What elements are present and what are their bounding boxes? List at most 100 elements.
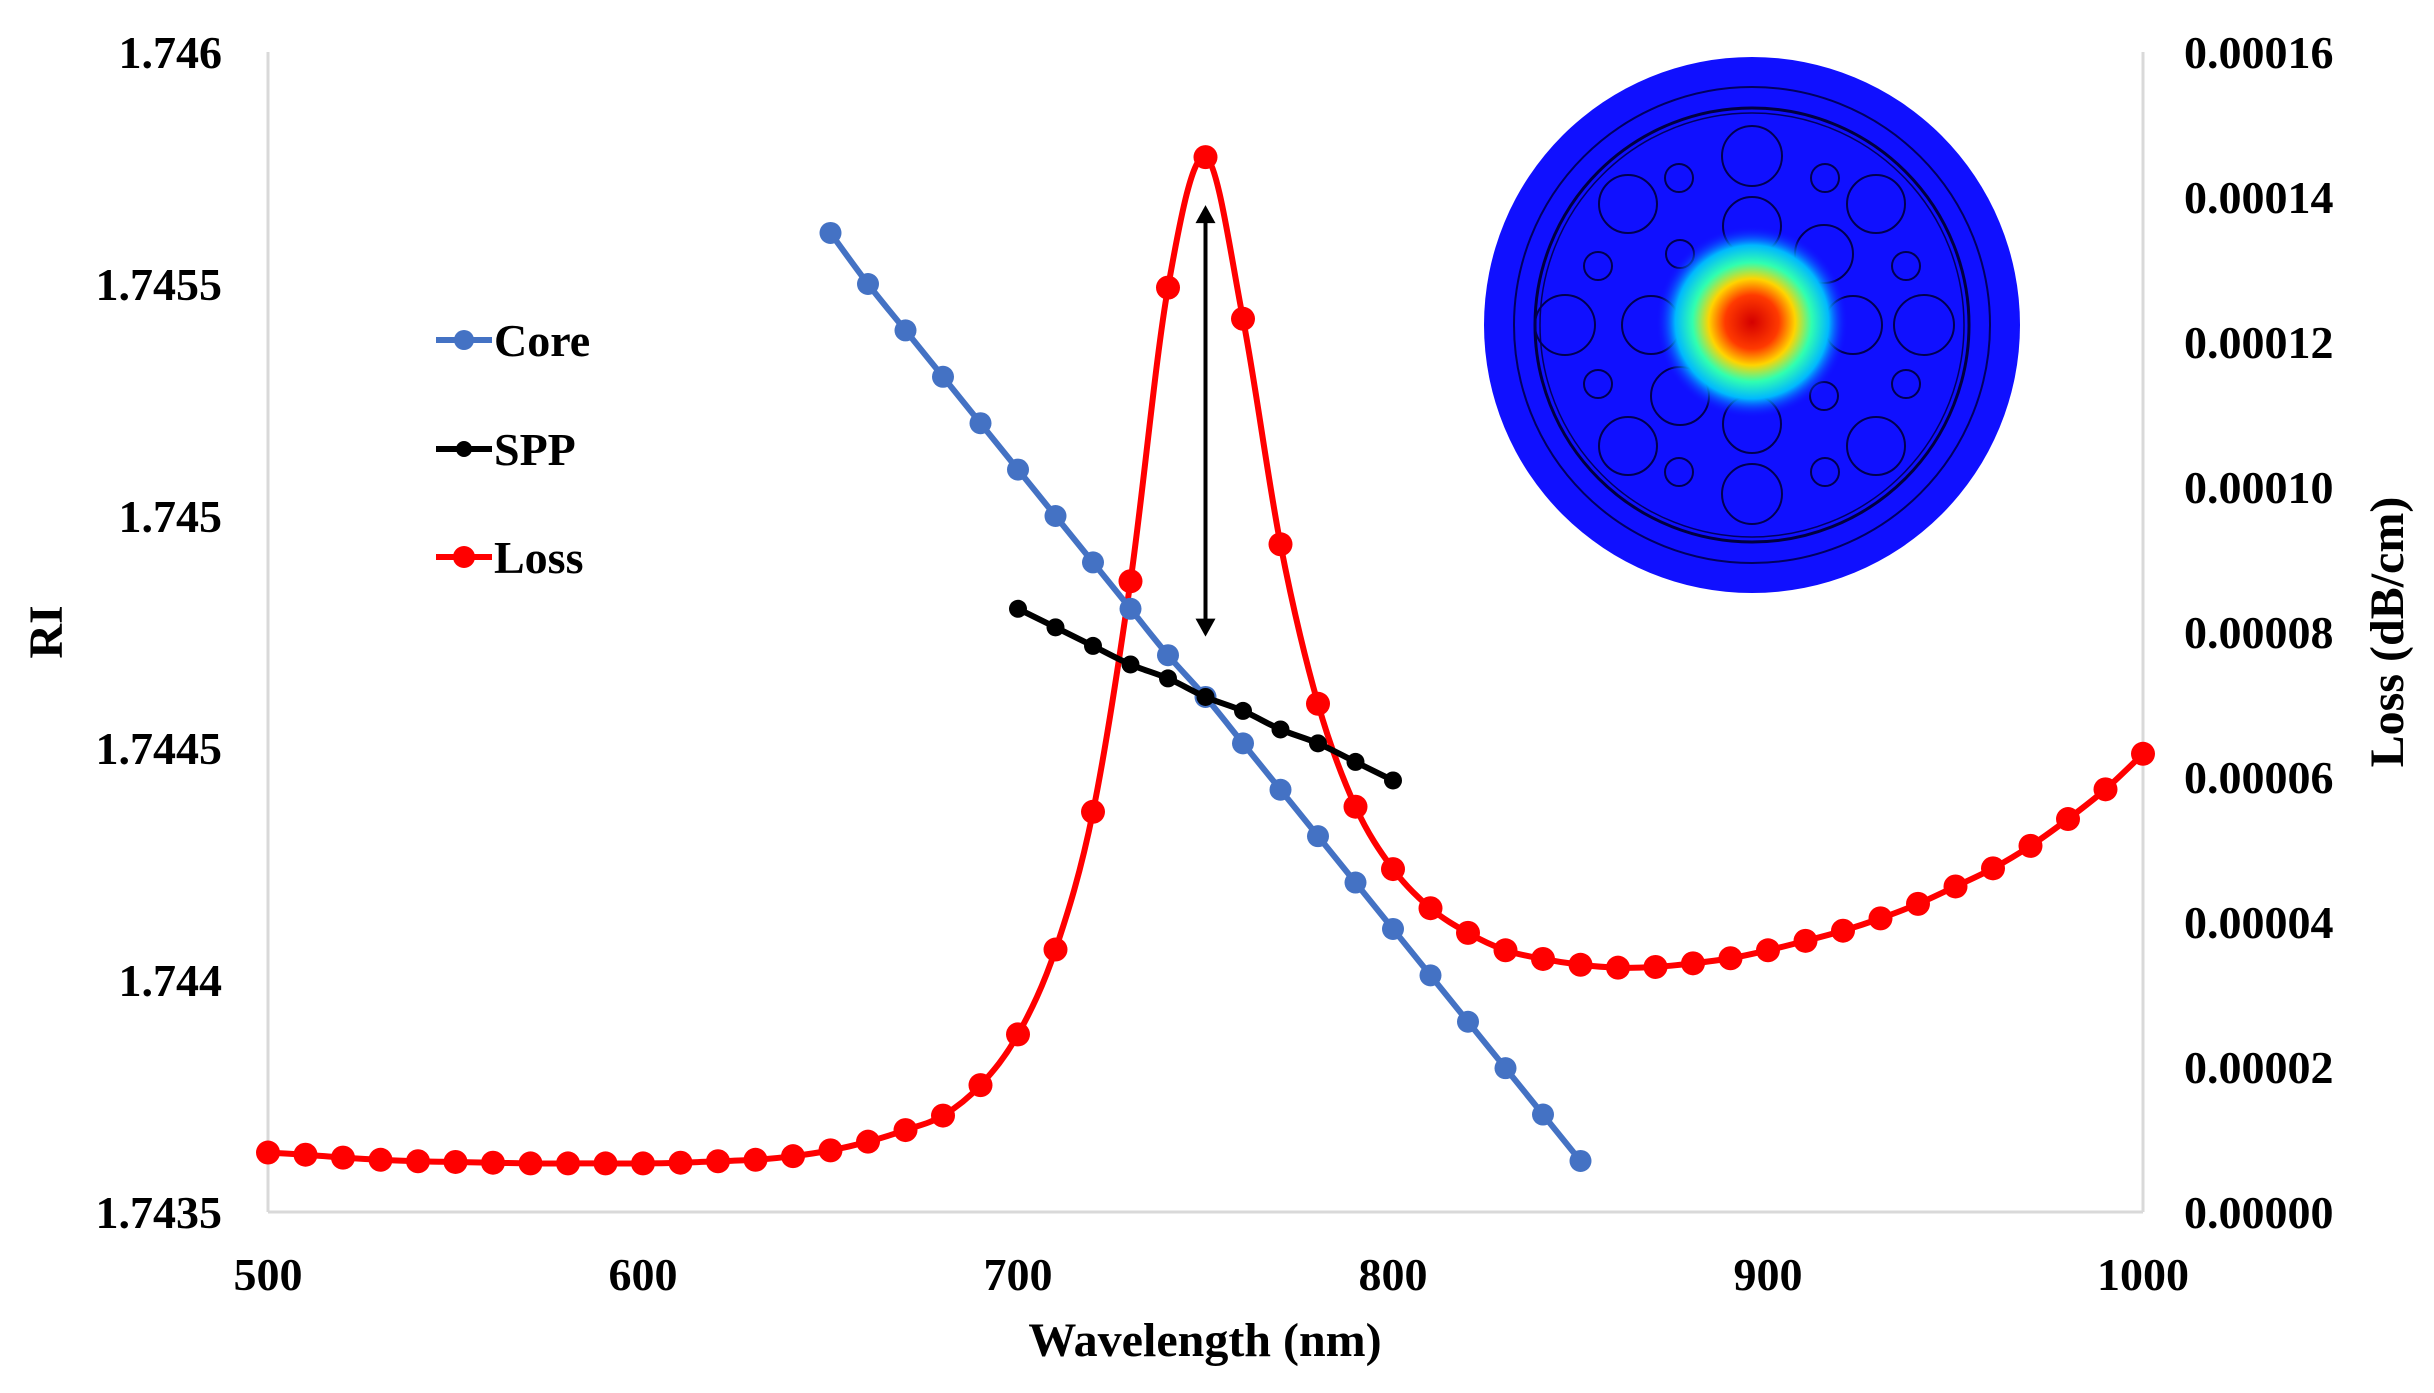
core-point bbox=[1344, 871, 1367, 894]
air-hole bbox=[1721, 463, 1783, 525]
core-point bbox=[819, 221, 842, 244]
inset-inner-ring bbox=[1539, 112, 1965, 538]
series-spp bbox=[1009, 599, 1402, 790]
core-point bbox=[1269, 778, 1292, 801]
spp-point bbox=[1309, 734, 1327, 753]
y2-tick-label: 0.00000 bbox=[2184, 1187, 2334, 1238]
x-tick-label: 500 bbox=[234, 1249, 303, 1300]
y-tick-label: 1.745 bbox=[119, 491, 223, 542]
inset-outer-ring bbox=[1513, 86, 1991, 564]
x-tick-label: 800 bbox=[1359, 1249, 1428, 1300]
spp-point bbox=[1046, 618, 1065, 637]
inset-air-holes bbox=[1534, 125, 1955, 525]
loss-point bbox=[893, 1118, 918, 1143]
legend-core-marker bbox=[454, 330, 474, 350]
spp-point bbox=[1234, 701, 1252, 720]
loss-point bbox=[518, 1151, 543, 1176]
y2-tick-labels: 0.00000 0.00002 0.00004 0.00006 0.00008 0.000… bbox=[2184, 27, 2334, 1238]
resonance-arrow bbox=[1195, 205, 1216, 637]
air-hole bbox=[1891, 369, 1921, 399]
loss-point bbox=[1568, 952, 1593, 977]
x-tick-labels: 500 600 700 800 900 1000 bbox=[234, 1249, 2190, 1300]
arrow-head-top bbox=[1195, 205, 1216, 224]
legend-spp-marker bbox=[456, 441, 472, 457]
air-hole bbox=[1664, 163, 1694, 193]
loss-point bbox=[1418, 896, 1443, 921]
loss-point bbox=[1643, 954, 1668, 979]
y-tick-label: 1.746 bbox=[119, 27, 223, 78]
spp-point bbox=[1009, 599, 1027, 618]
legend-core-label: Core bbox=[494, 315, 590, 366]
spp-point bbox=[1346, 752, 1365, 771]
x-tick-label: 600 bbox=[609, 1249, 678, 1300]
loss-point bbox=[781, 1144, 805, 1169]
air-hole bbox=[1846, 174, 1906, 234]
air-hole bbox=[1846, 416, 1906, 476]
air-hole bbox=[1583, 369, 1613, 399]
y2-tick-label: 0.00010 bbox=[2184, 462, 2334, 513]
loss-point bbox=[631, 1151, 655, 1176]
y2-tick-label: 0.00016 bbox=[2184, 27, 2334, 78]
legend-spp-label: SPP bbox=[494, 424, 576, 475]
loss-point bbox=[593, 1151, 618, 1176]
loss-point bbox=[406, 1149, 430, 1174]
air-hole bbox=[1721, 125, 1783, 187]
legend-item-loss: Loss bbox=[436, 532, 583, 583]
core-point bbox=[1044, 505, 1067, 527]
loss-point bbox=[556, 1151, 580, 1176]
loss-point bbox=[1606, 955, 1630, 980]
loss-point bbox=[2131, 741, 2155, 766]
loss-point bbox=[368, 1147, 393, 1172]
y-tick-label: 1.7455 bbox=[96, 259, 223, 310]
y2-axis-title: Loss (dB/cm) bbox=[2361, 497, 2414, 768]
core-point bbox=[969, 412, 992, 435]
loss-point bbox=[856, 1129, 880, 1154]
core-point bbox=[1082, 551, 1104, 574]
air-hole bbox=[1810, 457, 1840, 487]
loss-point bbox=[331, 1145, 355, 1170]
loss-point bbox=[256, 1140, 280, 1165]
air-hole bbox=[1583, 251, 1613, 281]
inset-mode-image bbox=[1484, 57, 2020, 593]
air-hole bbox=[1598, 416, 1658, 476]
spp-point bbox=[1196, 687, 1215, 706]
air-hole bbox=[1810, 163, 1840, 193]
loss-point bbox=[931, 1103, 955, 1128]
loss-point bbox=[1718, 946, 1743, 971]
loss-point bbox=[1043, 937, 1068, 962]
loss-point bbox=[1681, 951, 1705, 976]
loss-point bbox=[2093, 777, 2118, 802]
loss-point bbox=[1793, 928, 1818, 953]
loss-point bbox=[743, 1147, 768, 1172]
loss-point bbox=[1868, 906, 1893, 931]
legend-item-spp: SPP bbox=[436, 424, 576, 475]
loss-point bbox=[1943, 874, 1968, 899]
spp-point bbox=[1384, 771, 1402, 790]
core-point bbox=[1119, 597, 1142, 620]
series-layer bbox=[256, 145, 2155, 1176]
spp-point bbox=[1084, 636, 1102, 655]
y2-tick-label: 0.00002 bbox=[2184, 1042, 2334, 1093]
arrow-head-bottom bbox=[1195, 618, 1216, 637]
axes bbox=[266, 52, 2145, 1214]
spp-point bbox=[1159, 669, 1177, 688]
legend-item-core: Core bbox=[436, 315, 590, 366]
core-point bbox=[1382, 917, 1404, 940]
loss-point bbox=[1193, 145, 1218, 170]
x-tick-label: 900 bbox=[1734, 1249, 1803, 1300]
loss-point bbox=[1493, 938, 1518, 963]
core-point bbox=[1457, 1010, 1479, 1033]
loss-point bbox=[1231, 306, 1255, 331]
loss-point bbox=[1268, 532, 1293, 557]
legend: Core SPP Loss bbox=[436, 315, 590, 583]
loss-point bbox=[1981, 856, 2005, 881]
loss-point bbox=[2018, 833, 2043, 858]
spp-point bbox=[1121, 655, 1140, 674]
core-point bbox=[1307, 825, 1329, 848]
y-tick-label: 1.7435 bbox=[96, 1187, 223, 1238]
core-point bbox=[1157, 644, 1179, 667]
legend-loss-label: Loss bbox=[494, 532, 583, 583]
y2-tick-label: 0.00008 bbox=[2184, 607, 2334, 658]
loss-point bbox=[1081, 799, 1105, 824]
